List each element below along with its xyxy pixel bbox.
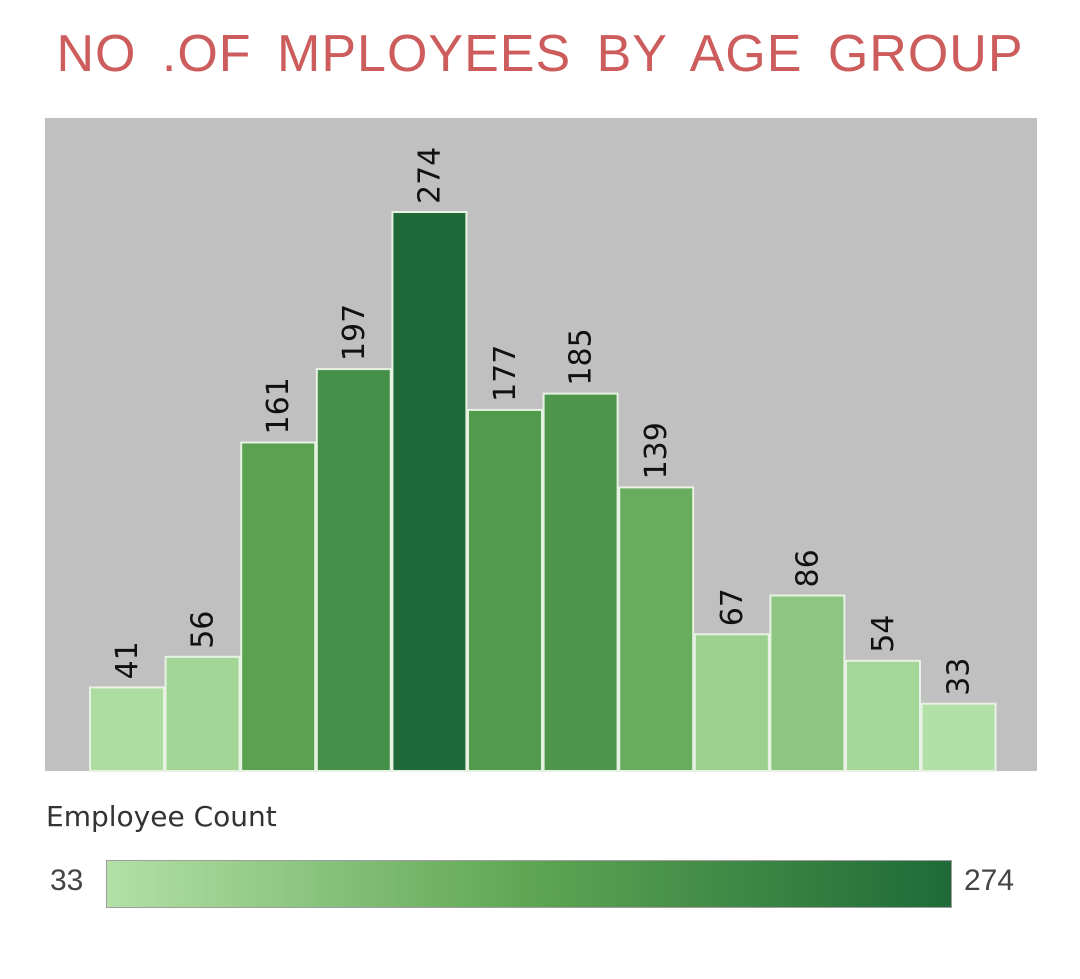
bar-9 <box>693 633 770 772</box>
bar-value-label-9: 67 <box>715 588 750 626</box>
bar-value-label-12: 33 <box>942 658 977 696</box>
bar-value-label-8: 139 <box>639 422 674 479</box>
bar-2 <box>164 655 241 772</box>
bar-10 <box>769 594 846 772</box>
bar-value-label-2: 56 <box>186 611 221 649</box>
bar-value-label-10: 86 <box>790 549 825 587</box>
page-title: NO .OF MPLOYEES BY AGE GROUP <box>56 25 1024 83</box>
bar-value-label-3: 161 <box>261 377 296 434</box>
legend-min-label: 33 <box>50 864 84 897</box>
bar-7 <box>542 392 619 772</box>
bar-value-label-11: 54 <box>866 615 901 653</box>
bar-8 <box>618 486 695 772</box>
bar-5 <box>391 211 468 772</box>
legend-title: Employee Count <box>46 800 277 833</box>
legend-max-label: 274 <box>964 864 1015 897</box>
chart-plot: 41 56 161 197 274 177 185 139 67 86 54 33 <box>45 118 1037 773</box>
bar-value-label-1: 41 <box>110 641 145 679</box>
legend-color-gradient <box>106 860 952 908</box>
bar-4 <box>315 368 392 772</box>
labels-group: 41 56 161 197 274 177 185 139 67 86 54 33 <box>110 147 977 696</box>
bar-6 <box>467 408 543 772</box>
bars-group <box>89 211 997 773</box>
bar-value-label-7: 185 <box>564 328 599 385</box>
bar-11 <box>845 659 921 772</box>
bar-12 <box>920 702 997 773</box>
bar-value-label-6: 177 <box>488 345 523 402</box>
bar-value-label-5: 274 <box>412 147 447 204</box>
bar-1 <box>89 686 165 773</box>
bar-3 <box>240 441 317 772</box>
bar-value-label-4: 197 <box>337 304 372 361</box>
